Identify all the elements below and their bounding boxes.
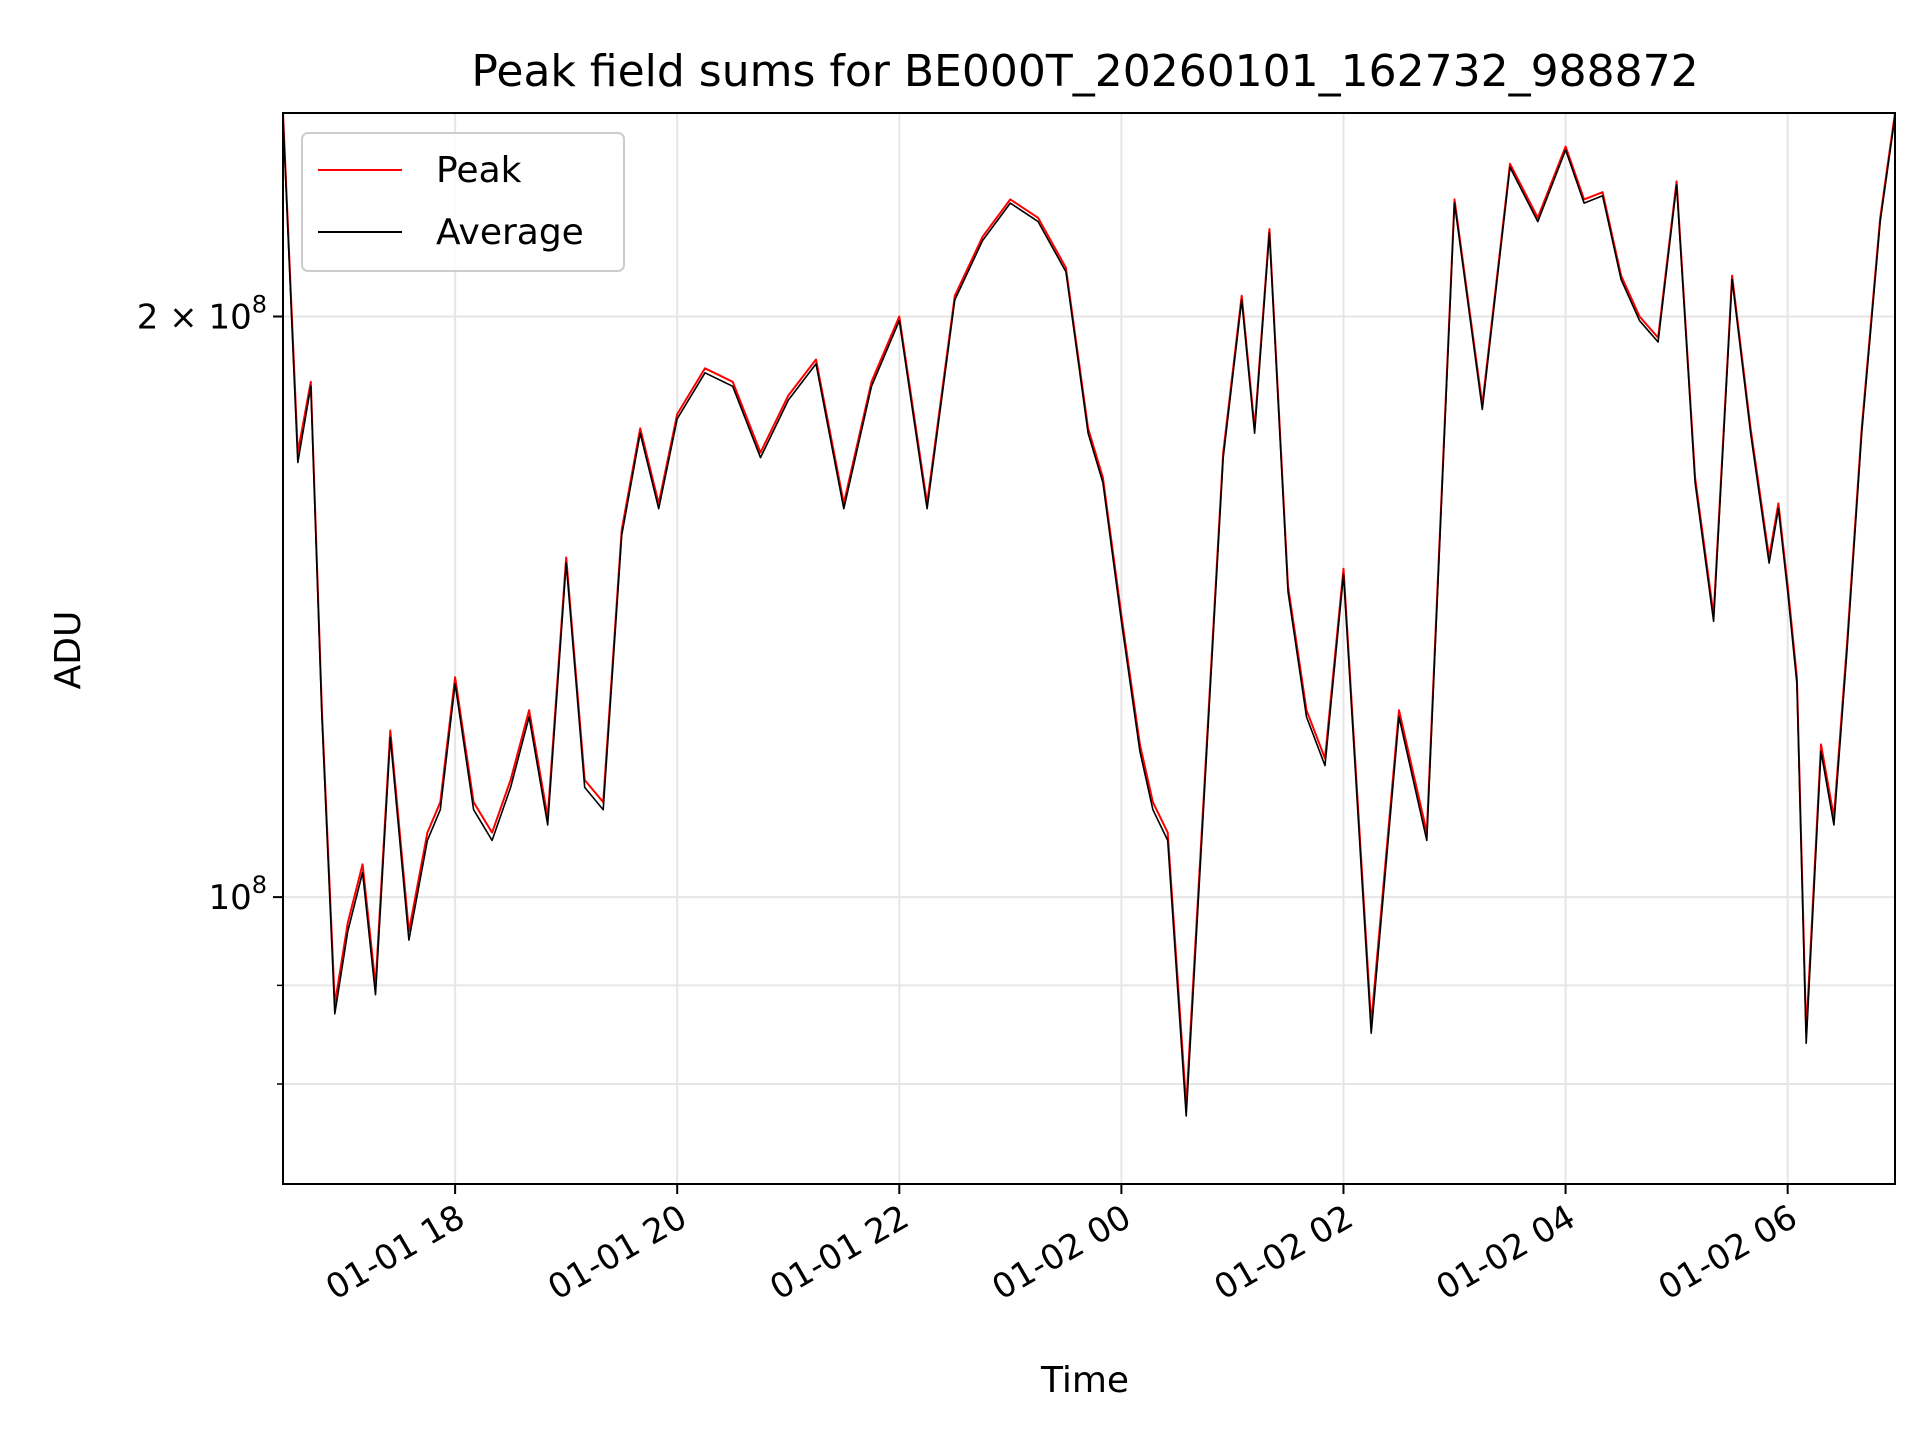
y-tick-label: 2 × 108 <box>137 291 267 338</box>
legend-label-peak: Peak <box>436 150 522 191</box>
chart-title: Peak field sums for BE000T_20260101_1627… <box>471 46 1698 97</box>
legend-box <box>301 132 625 272</box>
plot-area <box>283 113 1895 1117</box>
grid <box>283 113 1895 1184</box>
y-tick-label: 108 <box>208 871 267 918</box>
x-axis-title: Time <box>1040 1360 1129 1401</box>
y-axis: 108 2 × 108 <box>137 291 283 1085</box>
y-axis-title: ADU <box>48 611 89 690</box>
series-line-average <box>283 116 1895 1117</box>
legend-label-average: Average <box>436 212 584 253</box>
plot-frame <box>282 112 1896 1185</box>
legend: Peak Average <box>301 132 625 272</box>
